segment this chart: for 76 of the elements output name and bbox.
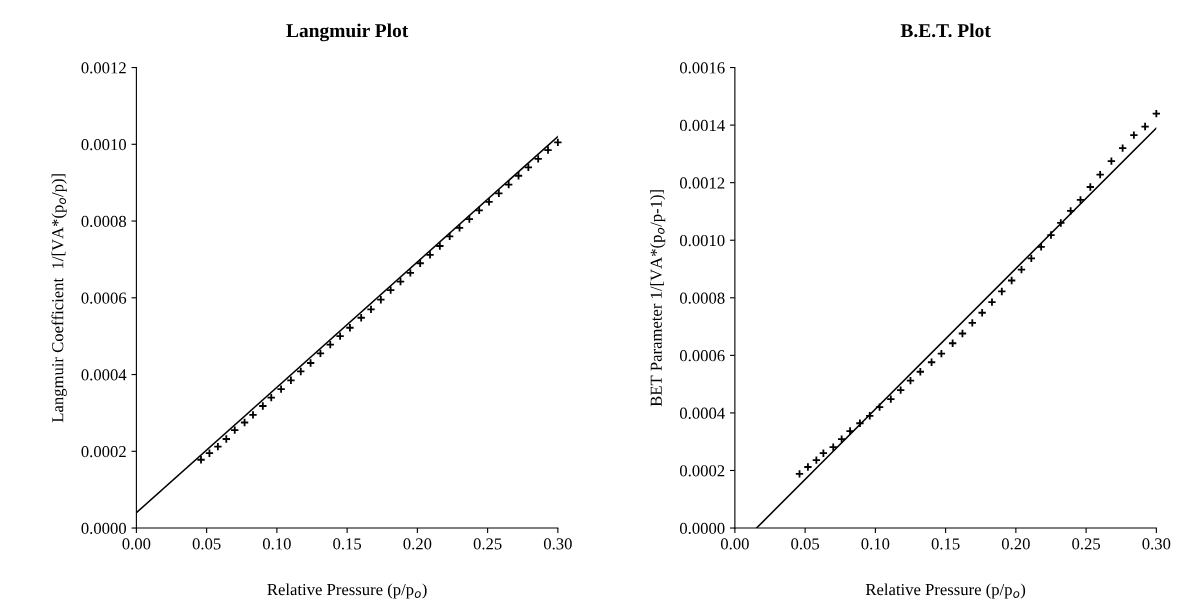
y-tick-label: 0.0010 [81, 138, 127, 151]
y-axis-title: Langmuir Coefficient 1/[VA*(p$_{o}$/p)] [51, 174, 67, 423]
point [1106, 156, 1116, 166]
point [845, 426, 855, 436]
y-tick-label: 0.0000 [81, 522, 127, 535]
y-tick-label: 0.0008 [81, 215, 127, 228]
point [248, 410, 258, 420]
point [335, 331, 345, 341]
y-tick-label: 0.0014 [679, 119, 725, 132]
y-tick-label: 0.0008 [679, 292, 725, 304]
point [221, 434, 231, 444]
point [196, 455, 206, 465]
point [366, 304, 376, 314]
point [543, 145, 553, 155]
point [1066, 206, 1076, 216]
point [1085, 182, 1095, 192]
y-tick-label: 0.0002 [679, 465, 725, 477]
point [1046, 230, 1056, 240]
y-tick-label: 0.0010 [679, 234, 725, 247]
point [855, 418, 865, 428]
chart-title: Langmuir Plot [286, 23, 409, 42]
x-tick-label: 0.00 [122, 538, 151, 550]
x-tick-label: 0.15 [333, 538, 362, 550]
y-tick-label: 0.0006 [81, 292, 127, 304]
y-tick-label: 0.0012 [679, 177, 725, 189]
point [356, 313, 366, 323]
y-tick-label: 0.0004 [81, 369, 127, 381]
point [977, 308, 987, 318]
point [987, 297, 997, 307]
x-tick-label: 0.15 [931, 538, 960, 550]
x-tick-label: 0.05 [192, 538, 221, 550]
x-tick-label: 0.25 [1072, 538, 1101, 550]
chart-title: B.E.T. Plot [900, 23, 991, 38]
point [258, 401, 268, 411]
x-tick-label: 0.00 [720, 538, 749, 550]
point [484, 197, 494, 207]
point [286, 375, 296, 385]
y-axis-title: BET Parameter 1/[VA*(p$_{o}$/p-1)] [650, 190, 666, 407]
point [425, 250, 435, 260]
x-tick-label: 0.25 [473, 538, 502, 550]
y-tick-label: 0.0004 [679, 407, 725, 419]
x-tick-label: 0.05 [791, 538, 820, 550]
point [1036, 242, 1046, 252]
point [803, 462, 813, 472]
x-axis-title: Relative Pressure (p/p$_{o}$) [267, 583, 427, 599]
y-tick-label: 0.0012 [81, 62, 126, 74]
point [376, 295, 386, 305]
point [1118, 143, 1128, 153]
point [435, 241, 445, 251]
y-tick-label: 0.0006 [679, 350, 725, 362]
x-tick-label: 0.20 [403, 538, 432, 550]
point [811, 455, 821, 465]
x-tick-label: 0.30 [1142, 538, 1171, 550]
x-tick-label: 0.20 [1001, 538, 1030, 550]
y-tick-label: 0.0000 [679, 522, 725, 535]
point [306, 358, 316, 368]
y-tick-label: 0.0002 [81, 445, 126, 458]
x-tick-label: 0.10 [262, 538, 291, 550]
point [837, 434, 847, 444]
point [886, 394, 896, 404]
y-tick-label: 0.0016 [679, 62, 725, 74]
point [1129, 130, 1139, 140]
x-tick-label: 0.30 [543, 538, 572, 550]
point [405, 268, 415, 278]
point [533, 154, 543, 164]
point [1056, 218, 1066, 228]
x-tick-label: 0.10 [861, 538, 890, 550]
point [464, 214, 474, 224]
point [828, 442, 838, 452]
point [967, 318, 977, 328]
point [1095, 170, 1105, 180]
x-axis-title: Relative Pressure (p/p$_{o}$) [865, 583, 1026, 599]
point [213, 442, 223, 452]
point [276, 384, 286, 394]
point [386, 285, 396, 295]
point [345, 323, 355, 333]
